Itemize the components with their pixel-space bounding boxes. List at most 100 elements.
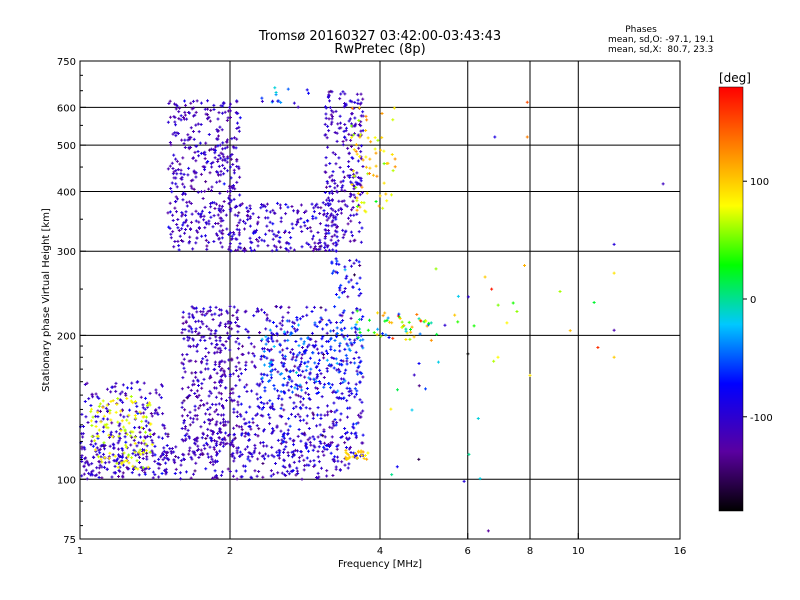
data-point	[327, 90, 331, 94]
data-point	[339, 320, 343, 324]
data-point	[343, 379, 347, 383]
data-point	[260, 202, 264, 206]
data-point	[99, 457, 103, 461]
data-point	[230, 399, 234, 403]
data-point	[180, 331, 184, 335]
data-point	[424, 319, 428, 323]
data-point	[290, 347, 294, 351]
data-point	[359, 415, 363, 419]
data-point	[340, 291, 344, 295]
data-point	[181, 182, 185, 186]
data-point	[235, 224, 239, 228]
data-point	[288, 369, 292, 373]
data-point	[336, 459, 340, 463]
data-point	[350, 106, 354, 110]
data-point	[184, 320, 188, 324]
data-point	[356, 413, 360, 417]
data-point	[253, 469, 257, 473]
data-point	[347, 447, 351, 451]
data-point	[176, 239, 180, 243]
data-point	[182, 142, 186, 146]
data-point	[254, 413, 258, 417]
data-point	[324, 203, 328, 207]
data-point	[287, 305, 291, 309]
data-point	[317, 475, 321, 479]
data-point	[276, 438, 280, 442]
data-point	[299, 400, 303, 404]
data-point	[282, 431, 286, 435]
data-point	[342, 335, 346, 339]
data-point	[199, 215, 203, 219]
data-point	[305, 345, 309, 349]
data-point	[206, 99, 210, 103]
data-point	[213, 360, 217, 364]
data-point	[346, 344, 350, 348]
data-point	[248, 459, 252, 463]
data-point	[350, 112, 354, 116]
data-point	[215, 137, 219, 141]
data-point	[307, 376, 311, 380]
data-point	[267, 229, 271, 233]
data-point	[195, 349, 199, 353]
data-point	[355, 456, 359, 460]
colorbar-tick-label: 100	[750, 177, 769, 188]
data-point	[194, 219, 198, 223]
data-point	[291, 369, 295, 373]
data-point	[338, 166, 342, 170]
data-point	[305, 414, 309, 418]
data-point	[103, 461, 107, 465]
data-point	[273, 387, 277, 391]
data-point	[237, 221, 241, 225]
data-point	[197, 130, 201, 134]
data-point	[287, 375, 291, 379]
data-point	[276, 370, 280, 374]
data-point	[280, 372, 284, 376]
data-point	[138, 388, 142, 392]
data-point	[361, 409, 365, 413]
data-point	[228, 165, 232, 169]
data-point	[274, 245, 278, 249]
data-point	[217, 362, 221, 366]
data-point	[429, 338, 433, 342]
data-point	[104, 425, 108, 429]
data-point	[189, 416, 193, 420]
data-point	[335, 226, 339, 230]
data-point	[277, 456, 281, 460]
data-point	[333, 229, 337, 233]
data-point	[117, 475, 121, 479]
data-point	[295, 449, 299, 453]
data-point	[173, 471, 177, 475]
data-point	[252, 354, 256, 358]
data-point	[347, 132, 351, 136]
data-point	[200, 382, 204, 386]
data-point	[331, 151, 335, 155]
data-point	[255, 382, 259, 386]
data-point	[84, 415, 88, 419]
data-point	[329, 207, 333, 211]
data-point	[352, 187, 356, 191]
data-point	[203, 367, 207, 371]
data-point	[265, 209, 269, 213]
data-point	[289, 350, 293, 354]
data-point	[219, 321, 223, 325]
data-point	[265, 401, 269, 405]
data-point	[272, 384, 276, 388]
data-point	[291, 352, 295, 356]
data-point	[337, 367, 341, 371]
data-point	[185, 200, 189, 204]
data-point	[247, 420, 251, 424]
data-point	[344, 229, 348, 233]
data-point	[91, 415, 95, 419]
data-point	[339, 283, 343, 287]
data-point	[266, 348, 270, 352]
data-point	[329, 345, 333, 349]
data-point	[357, 230, 361, 234]
data-point	[348, 99, 352, 103]
data-point	[349, 431, 353, 435]
data-point	[298, 415, 302, 419]
data-point	[326, 145, 330, 149]
data-point	[292, 101, 296, 105]
data-point	[242, 417, 246, 421]
data-point	[318, 423, 322, 427]
data-point	[137, 425, 141, 429]
